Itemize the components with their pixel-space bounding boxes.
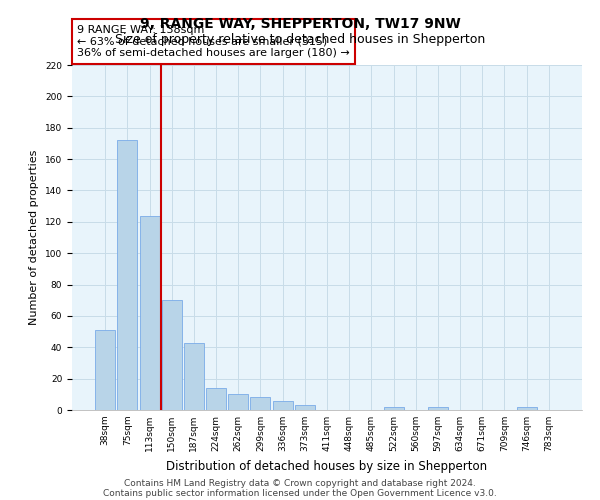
X-axis label: Distribution of detached houses by size in Shepperton: Distribution of detached houses by size … (166, 460, 488, 472)
Text: Contains HM Land Registry data © Crown copyright and database right 2024.: Contains HM Land Registry data © Crown c… (124, 478, 476, 488)
Bar (228, 394, 248, 410)
Bar (95, 330, 115, 410)
Bar (383, 407, 404, 410)
Y-axis label: Number of detached properties: Number of detached properties (29, 150, 40, 325)
Bar (184, 342, 204, 410)
Bar (118, 140, 137, 410)
Text: Size of property relative to detached houses in Shepperton: Size of property relative to detached ho… (115, 32, 485, 46)
Text: 9 RANGE WAY: 138sqm
← 63% of detached houses are smaller (315)
36% of semi-detac: 9 RANGE WAY: 138sqm ← 63% of detached ho… (77, 25, 350, 58)
Text: 9, RANGE WAY, SHEPPERTON, TW17 9NW: 9, RANGE WAY, SHEPPERTON, TW17 9NW (140, 18, 460, 32)
Text: Contains public sector information licensed under the Open Government Licence v3: Contains public sector information licen… (103, 488, 497, 498)
Bar (206, 388, 226, 410)
Bar (272, 400, 293, 410)
Bar (428, 407, 448, 410)
Bar (250, 398, 271, 410)
Bar (162, 300, 182, 410)
Bar (295, 406, 315, 410)
Bar (517, 407, 536, 410)
Bar (140, 216, 160, 410)
